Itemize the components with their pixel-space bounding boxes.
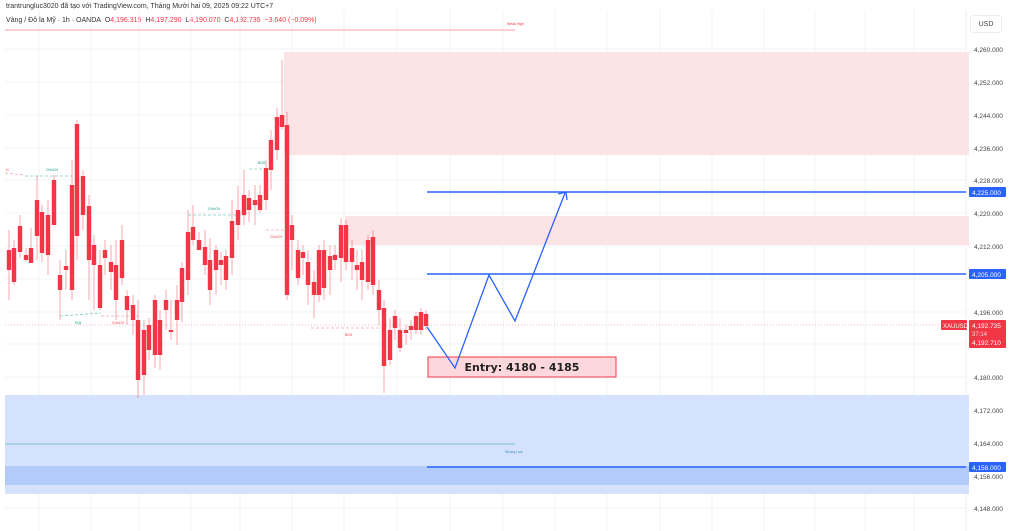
- tick-4212: 4,212.000: [974, 244, 1003, 251]
- symbol-tag[interactable]: XAUUSD: [941, 320, 969, 330]
- choch-label-2: CHoCH: [112, 321, 125, 325]
- high-label: H: [145, 17, 151, 24]
- tick-4148: 4,148.000: [974, 506, 1003, 513]
- level-label-4225[interactable]: 4,225.000: [969, 187, 1006, 197]
- symbol-name[interactable]: Vàng / Đô la Mỹ · 1h · OANDA: [6, 17, 101, 24]
- tick-4228: 4,228.000: [974, 178, 1003, 185]
- tick-4156: 4,156.000: [974, 474, 1003, 481]
- low-value: 4,190.070: [189, 17, 221, 24]
- tick-4236: 4,236.000: [974, 146, 1003, 153]
- entry-label: Entry: 4180 - 4185: [465, 361, 580, 374]
- low-label: L: [185, 17, 190, 24]
- tick-4260: 4,260.000: [974, 47, 1003, 54]
- symbol-legend: Vàng / Đô la Mỹ · 1h · OANDA O4,196.315 …: [6, 17, 317, 24]
- high-value: 4,197.290: [150, 17, 182, 24]
- close-label: C: [224, 17, 230, 24]
- arrow-head-icon: [557, 191, 568, 201]
- eql-label: EQL: [75, 321, 82, 325]
- demand-zone-inner: [5, 466, 969, 485]
- change-value: −3.640 (−0.09%): [264, 17, 317, 24]
- svg-text:4,192.735: 4,192.735: [972, 323, 1001, 330]
- open-value: 4,196.315: [110, 17, 142, 24]
- structure-lines: [4, 168, 383, 329]
- tick-4180: 4,180.000: [974, 375, 1003, 382]
- choch-label-3: CHoCH: [208, 207, 221, 211]
- current-price-label[interactable]: 4,192.735 37:14 4,192.710: [969, 320, 1006, 348]
- supply-zone-lower: [345, 216, 969, 245]
- bos-label: BOS: [258, 161, 266, 165]
- close-value: 4,192.735: [229, 17, 261, 24]
- svg-text:XAUUSD: XAUUSD: [943, 324, 969, 330]
- projection-path[interactable]: [426, 192, 566, 370]
- strong-low-label: Strong Low: [505, 450, 523, 454]
- tick-4220: 4,220.000: [974, 211, 1003, 218]
- candlesticks: [6, 60, 429, 398]
- level-label-4205[interactable]: 4,205.000: [969, 269, 1006, 279]
- tick-4244: 4,244.000: [974, 113, 1003, 120]
- attribution-text: trantrungluc3020 đã tạo với TradingView.…: [6, 3, 274, 10]
- tick-4172: 4,172.000: [974, 408, 1003, 415]
- tick-4164: 4,164.000: [974, 441, 1003, 448]
- choch-label-1: CHoCH: [46, 168, 59, 172]
- svg-text:4,205.000: 4,205.000: [972, 272, 1001, 279]
- eqh-label: H: [6, 168, 9, 172]
- svg-text:4,225.000: 4,225.000: [972, 190, 1001, 197]
- svg-text:37:14: 37:14: [972, 332, 988, 338]
- svg-text:4,158.000: 4,158.000: [972, 465, 1001, 472]
- supply-zone-upper: [284, 52, 969, 155]
- tick-4196: 4,196.000: [974, 310, 1003, 317]
- entry-box[interactable]: [427, 356, 617, 378]
- currency-button[interactable]: USD: [970, 15, 1002, 33]
- weak-high-label: Weak High: [507, 22, 524, 26]
- bos-label-2: BOS: [345, 333, 353, 337]
- open-label: O: [104, 17, 111, 24]
- tick-4252: 4,252.000: [974, 80, 1003, 87]
- price-axis-ticks: 4,260.000 4,252.000 4,244.000 4,236.000 …: [974, 47, 1003, 513]
- level-label-4158[interactable]: 4,158.000: [969, 462, 1006, 472]
- choch-label-4: CHoCH: [270, 235, 283, 239]
- svg-text:4,192.710: 4,192.710: [972, 340, 1001, 347]
